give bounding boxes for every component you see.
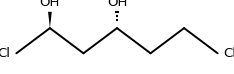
Polygon shape [48, 12, 52, 28]
Text: OH: OH [107, 0, 127, 9]
Text: Cl: Cl [223, 47, 234, 60]
Text: OH: OH [40, 0, 60, 9]
Text: Cl: Cl [0, 47, 11, 60]
